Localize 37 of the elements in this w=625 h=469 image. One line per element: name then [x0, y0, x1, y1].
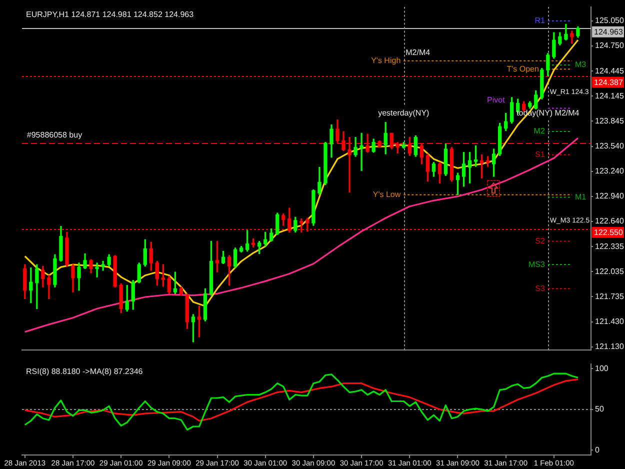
series-label: M3 [574, 60, 587, 70]
chart-title: RSI(8) 88.8180 ->MA(8) 87.2346 [26, 367, 144, 376]
annotation: M2/M4 [406, 48, 431, 58]
y-tick-label: 100 [595, 364, 609, 373]
series-label: T's Open [506, 64, 539, 74]
y-tick-label: 124.145 [595, 91, 624, 100]
y-tick-label: 121.430 [595, 317, 624, 326]
series-label: S2 [535, 236, 546, 246]
y-tick-label: 122.035 [595, 266, 624, 276]
y-tick-label: 122.640 [595, 216, 624, 226]
y-tick-label: 124.445 [595, 66, 624, 76]
y-tick-label: 0 [595, 445, 600, 454]
ref-line-label: yesterday(NY) [378, 108, 430, 118]
y-tick-label: 123.240 [595, 166, 624, 176]
series-label: M1 [574, 192, 587, 202]
y-tick-label: 121.735 [595, 292, 624, 301]
ref-line-label: 124.963 [594, 28, 624, 37]
y-tick-label: 122.335 [595, 242, 624, 251]
annotation: #95886058 buy [26, 130, 82, 140]
ref-line-label: 122.550 [594, 228, 624, 238]
chart-title: EURJPY,H1 124.871 124.981 124.852 124.963 [26, 10, 194, 20]
series-label: M2 [534, 126, 546, 136]
series-label: R1 [534, 16, 546, 26]
y-tick-label: 50 [595, 404, 604, 414]
series-label: Y's Low [372, 190, 401, 199]
text: Pivot [487, 95, 506, 104]
y-tick-label: 125.050 [595, 16, 624, 26]
y-tick-label: 123.540 [595, 142, 624, 151]
y-tick-label: 123.845 [595, 116, 624, 126]
ref-line-label: 124.387 [594, 78, 624, 87]
series-label: Y's High [371, 56, 401, 66]
series-label: S3 [535, 284, 546, 293]
series-label: MS3 [528, 260, 546, 269]
y-tick-label: 121.130 [595, 342, 624, 352]
y-tick-label: 122.940 [595, 192, 624, 201]
series-label: S1 [535, 150, 546, 160]
y-tick-label: 124.750 [595, 41, 624, 50]
